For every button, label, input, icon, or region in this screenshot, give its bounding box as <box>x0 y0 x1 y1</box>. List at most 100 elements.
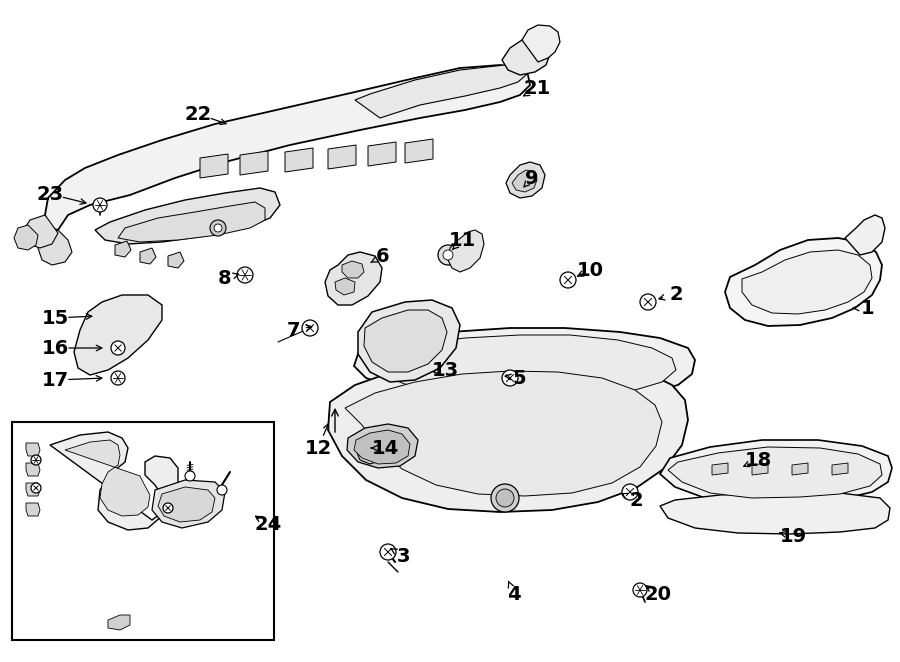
Text: 9: 9 <box>526 169 539 187</box>
Bar <box>12 422 274 640</box>
Circle shape <box>496 489 514 507</box>
Polygon shape <box>347 424 418 468</box>
Text: 1: 1 <box>861 299 875 318</box>
Polygon shape <box>108 615 130 630</box>
Circle shape <box>560 272 576 288</box>
Polygon shape <box>328 358 688 512</box>
Polygon shape <box>168 252 184 268</box>
Circle shape <box>438 245 458 265</box>
Polygon shape <box>502 38 550 75</box>
Polygon shape <box>328 145 356 169</box>
Text: 15: 15 <box>41 308 68 328</box>
Text: 23: 23 <box>36 185 64 203</box>
Polygon shape <box>356 438 386 464</box>
Polygon shape <box>45 65 530 230</box>
Polygon shape <box>366 335 676 396</box>
Circle shape <box>31 455 41 465</box>
Text: 3: 3 <box>396 547 410 565</box>
Text: 20: 20 <box>644 585 671 604</box>
Polygon shape <box>345 371 662 496</box>
Polygon shape <box>725 238 882 326</box>
Circle shape <box>633 583 647 597</box>
Text: 22: 22 <box>184 105 212 124</box>
Circle shape <box>111 371 125 385</box>
Text: 6: 6 <box>376 246 390 265</box>
Polygon shape <box>22 215 58 248</box>
Polygon shape <box>368 142 396 166</box>
Polygon shape <box>660 440 892 504</box>
Polygon shape <box>448 230 484 272</box>
Text: 18: 18 <box>744 451 771 469</box>
Text: 4: 4 <box>508 585 521 604</box>
Text: 21: 21 <box>524 79 551 97</box>
Polygon shape <box>712 463 728 475</box>
Polygon shape <box>364 310 447 372</box>
Polygon shape <box>405 139 433 163</box>
Text: 7: 7 <box>286 320 300 340</box>
Polygon shape <box>354 328 695 401</box>
Polygon shape <box>845 215 885 255</box>
Polygon shape <box>140 248 156 264</box>
Polygon shape <box>335 278 355 295</box>
Polygon shape <box>506 162 545 198</box>
Polygon shape <box>285 148 313 172</box>
Circle shape <box>217 485 227 495</box>
Text: 14: 14 <box>372 438 399 457</box>
Circle shape <box>491 484 519 512</box>
Polygon shape <box>26 463 40 476</box>
Circle shape <box>111 341 125 355</box>
Polygon shape <box>512 170 537 192</box>
Circle shape <box>214 224 222 232</box>
Polygon shape <box>792 463 808 475</box>
Circle shape <box>622 484 638 500</box>
Text: 13: 13 <box>431 361 459 379</box>
Polygon shape <box>14 225 38 250</box>
Circle shape <box>443 250 453 260</box>
Polygon shape <box>65 440 150 516</box>
Circle shape <box>185 471 195 481</box>
Polygon shape <box>342 261 364 278</box>
Polygon shape <box>325 252 382 305</box>
Polygon shape <box>26 443 40 456</box>
Text: 19: 19 <box>779 526 806 545</box>
Polygon shape <box>668 447 882 498</box>
Polygon shape <box>354 430 410 464</box>
Polygon shape <box>74 295 162 375</box>
Polygon shape <box>118 202 265 242</box>
Polygon shape <box>152 480 225 528</box>
Text: 8: 8 <box>218 269 232 287</box>
Polygon shape <box>742 250 872 314</box>
Text: 2: 2 <box>629 491 643 510</box>
Polygon shape <box>358 300 460 382</box>
Polygon shape <box>26 503 40 516</box>
Polygon shape <box>240 151 268 175</box>
Circle shape <box>210 220 226 236</box>
Circle shape <box>93 198 107 212</box>
Circle shape <box>163 503 173 513</box>
Circle shape <box>237 267 253 283</box>
Circle shape <box>502 370 518 386</box>
Polygon shape <box>158 487 215 522</box>
Text: 11: 11 <box>448 230 475 250</box>
Circle shape <box>31 483 41 493</box>
Polygon shape <box>660 492 890 534</box>
Text: 16: 16 <box>41 338 68 357</box>
Polygon shape <box>355 65 526 118</box>
Circle shape <box>380 544 396 560</box>
Polygon shape <box>95 188 280 244</box>
Circle shape <box>640 294 656 310</box>
Text: 12: 12 <box>304 438 331 457</box>
Polygon shape <box>38 230 72 265</box>
Circle shape <box>302 320 318 336</box>
Polygon shape <box>832 463 848 475</box>
Polygon shape <box>26 483 40 496</box>
Polygon shape <box>752 463 768 475</box>
Polygon shape <box>200 154 228 178</box>
Polygon shape <box>50 432 178 530</box>
Polygon shape <box>522 25 560 62</box>
Text: 24: 24 <box>255 514 282 534</box>
Text: 5: 5 <box>512 369 526 387</box>
Text: 17: 17 <box>41 371 68 389</box>
Text: 2: 2 <box>670 285 683 303</box>
Text: 10: 10 <box>577 261 604 279</box>
